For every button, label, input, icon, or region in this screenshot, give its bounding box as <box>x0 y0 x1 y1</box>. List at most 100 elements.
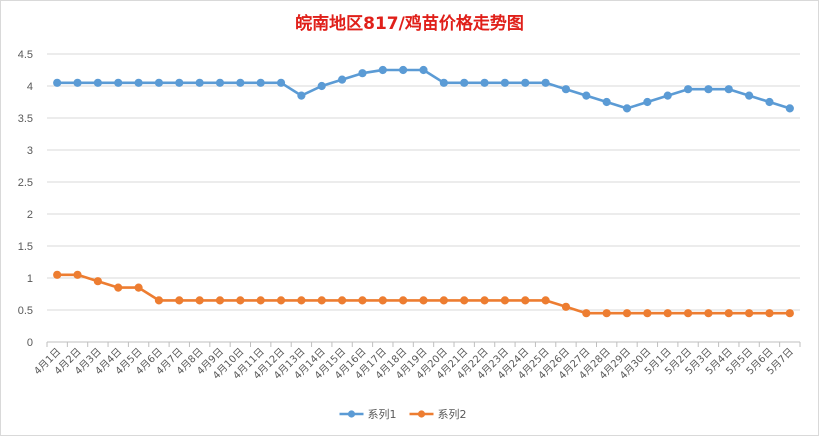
data-point <box>663 91 672 100</box>
data-point <box>73 78 82 87</box>
data-point <box>399 296 408 305</box>
data-point <box>500 78 510 87</box>
data-point <box>276 296 286 305</box>
data-point <box>541 296 550 305</box>
series-line <box>55 68 792 110</box>
data-point <box>154 78 164 87</box>
data-point <box>317 296 326 305</box>
data-point <box>399 65 408 75</box>
y-tick-label: 0.5 <box>18 305 33 317</box>
data-point <box>419 296 428 305</box>
data-point <box>337 75 347 84</box>
data-point <box>643 97 652 107</box>
data-point <box>663 309 672 318</box>
data-point <box>439 78 448 87</box>
y-tick-label: 2.5 <box>18 177 33 189</box>
y-tick-label: 4 <box>27 81 33 93</box>
data-point <box>358 69 367 78</box>
data-point <box>337 296 347 305</box>
data-point <box>460 78 469 87</box>
data-point <box>195 296 204 305</box>
data-point <box>378 65 387 75</box>
data-point <box>53 270 62 279</box>
data-point <box>724 309 733 318</box>
data-point <box>480 296 489 305</box>
legend-marker <box>347 410 356 418</box>
series-1 <box>53 65 794 113</box>
data-point <box>745 91 754 100</box>
data-point <box>154 296 164 305</box>
data-point <box>643 309 652 318</box>
legend: 系列1 系列2 <box>339 407 467 421</box>
legend-label: 系列1 <box>368 407 397 421</box>
data-point <box>93 78 102 87</box>
data-point <box>175 296 184 305</box>
y-tick-label: 3 <box>27 145 33 157</box>
chart-title: 皖南地区817/鸡苗价格走势图 <box>295 14 524 34</box>
data-point <box>53 78 62 87</box>
data-point <box>134 283 143 292</box>
data-point <box>622 104 632 113</box>
data-point <box>541 78 550 87</box>
data-point <box>460 296 469 305</box>
y-tick-label: 1 <box>27 273 33 285</box>
data-point <box>358 296 367 305</box>
data-point <box>195 78 204 87</box>
data-point <box>236 78 245 87</box>
data-point <box>724 85 733 94</box>
data-point <box>134 78 143 87</box>
data-point <box>561 85 571 94</box>
data-point <box>765 309 774 318</box>
data-point <box>683 85 693 94</box>
series-group <box>53 65 794 318</box>
data-point <box>215 296 225 305</box>
data-point <box>439 296 448 305</box>
data-point <box>582 309 591 318</box>
legend-item: 系列1 <box>339 407 397 421</box>
data-point <box>256 78 265 87</box>
y-tick-label: 0 <box>27 337 33 349</box>
data-point <box>73 270 82 279</box>
data-point <box>297 296 306 305</box>
data-point <box>683 309 693 318</box>
data-point <box>215 78 225 87</box>
data-point <box>378 296 387 305</box>
data-point <box>521 296 530 305</box>
data-point <box>704 309 713 318</box>
data-point <box>500 296 510 305</box>
data-point <box>745 309 754 318</box>
data-point <box>561 302 571 311</box>
data-point <box>419 65 428 75</box>
y-tick-label: 4.5 <box>18 49 33 61</box>
data-point <box>114 283 123 292</box>
data-point <box>175 78 184 87</box>
data-point <box>704 85 713 94</box>
data-point <box>521 78 530 87</box>
series-2 <box>53 270 794 318</box>
data-point <box>480 78 489 87</box>
data-point <box>276 78 286 87</box>
data-point <box>602 97 611 107</box>
series-line <box>55 273 792 315</box>
data-point <box>317 81 326 91</box>
data-point <box>582 91 591 100</box>
y-tick-label: 3.5 <box>18 113 33 125</box>
legend-marker <box>417 410 426 418</box>
data-point <box>785 309 794 318</box>
data-point <box>297 91 306 100</box>
data-point <box>602 309 611 318</box>
data-point <box>114 78 123 87</box>
data-point <box>785 104 794 113</box>
data-point <box>93 277 102 286</box>
y-tick-label: 1.5 <box>18 241 33 253</box>
data-point <box>765 97 774 107</box>
legend-label: 系列2 <box>438 407 467 421</box>
y-tick-label: 2 <box>27 209 33 221</box>
data-point <box>236 296 245 305</box>
y-axis: 0 0.5 1 1.5 2 2.5 3 3.5 4 4.5 <box>18 49 33 349</box>
legend-item: 系列2 <box>409 407 467 421</box>
x-axis: 4月1日4月2日4月3日4月4日4月5日4月6日4月7日4月8日4月9日4月10… <box>32 341 801 382</box>
data-point <box>256 296 265 305</box>
